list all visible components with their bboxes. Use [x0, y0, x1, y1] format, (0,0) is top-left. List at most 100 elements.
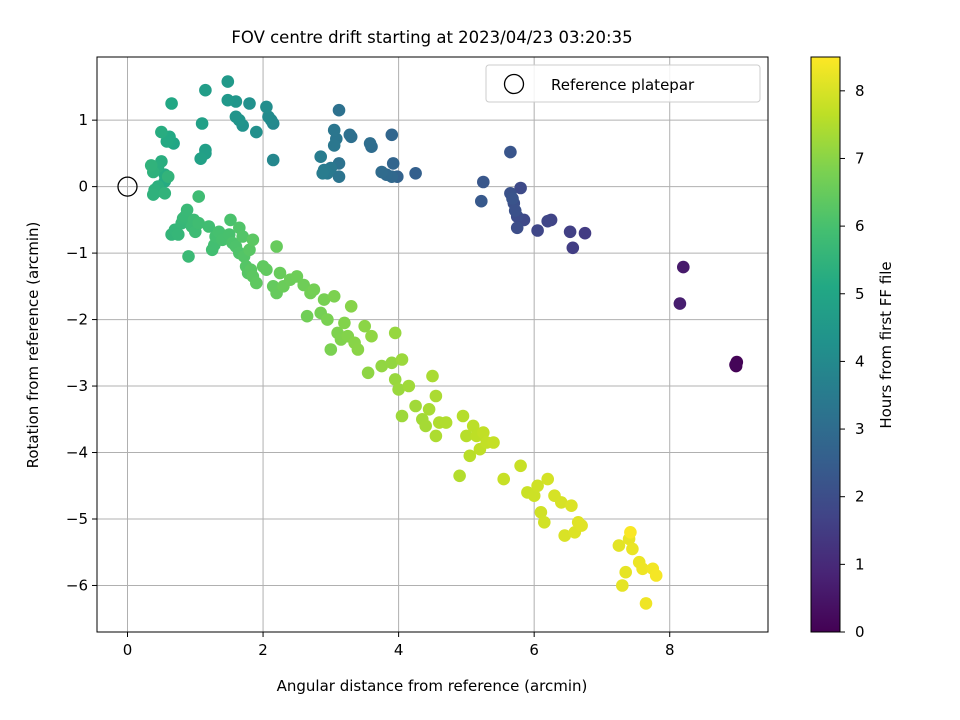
data-point [332, 170, 346, 183]
data-point [327, 139, 341, 152]
data-point [626, 542, 639, 556]
colorbar-tick-label: 1 [855, 555, 865, 573]
colorbar-tick-label: 3 [855, 420, 865, 438]
data-point [221, 93, 235, 107]
data-point [466, 419, 480, 433]
plot-frame [96, 56, 769, 633]
data-point [514, 459, 527, 473]
data-point [260, 100, 273, 114]
data-point [649, 569, 663, 582]
data-point [456, 409, 470, 423]
data-point [514, 181, 527, 195]
data-point [477, 426, 490, 439]
data-point [160, 135, 174, 148]
data-point [307, 283, 321, 297]
data-point [327, 290, 341, 303]
data-point [463, 449, 477, 463]
data-point [527, 489, 541, 503]
data-point [541, 472, 554, 486]
data-point [243, 97, 256, 110]
data-point [236, 230, 249, 243]
data-point [388, 373, 402, 386]
data-point [243, 243, 256, 257]
data-point [182, 250, 195, 263]
data-point [566, 241, 580, 255]
data-point [270, 240, 283, 253]
y-tick-label: −5 [66, 510, 88, 528]
colorbar-gradient [810, 56, 841, 633]
data-point [422, 403, 436, 416]
data-point [541, 214, 554, 228]
data-point [531, 479, 544, 493]
data-point [575, 519, 588, 532]
data-point [327, 123, 341, 137]
data-point [361, 366, 375, 380]
data-point [531, 224, 544, 237]
y-tick-label: −3 [66, 377, 88, 395]
colorbar-tick-label: 4 [855, 352, 865, 370]
data-point [616, 579, 629, 592]
data-point [273, 266, 287, 280]
legend-marker-icon [503, 73, 525, 95]
data-point [624, 526, 637, 539]
y-axis-label: Rotation from reference (arcmin) [24, 222, 42, 469]
x-tick-label: 4 [394, 641, 404, 659]
data-point [249, 125, 263, 139]
data-point [246, 233, 260, 247]
data-point [172, 228, 185, 241]
data-point [453, 469, 466, 483]
data-point [180, 203, 194, 217]
data-point [555, 496, 568, 509]
data-point [385, 356, 399, 370]
data-point [343, 128, 357, 142]
data-point [395, 353, 409, 366]
data-point [290, 270, 304, 283]
data-point [316, 167, 330, 180]
legend-label: Reference platepar [551, 76, 695, 94]
data-point [324, 343, 338, 356]
data-point [460, 429, 473, 443]
data-point [388, 326, 402, 340]
colorbar-tick-label: 0 [855, 623, 865, 641]
data-point [165, 97, 178, 110]
data-point [249, 276, 263, 290]
colorbar-tick-label: 6 [855, 217, 865, 235]
y-tick-label: −2 [66, 311, 88, 329]
colorbar-tick-label: 8 [855, 82, 865, 100]
y-tick-label: −6 [66, 576, 88, 594]
chart-title: FOV centre drift starting at 2023/04/23 … [231, 28, 632, 47]
colorbar-ticks: 0 1 2 3 4 5 6 7 8 [840, 82, 865, 641]
data-point [321, 313, 334, 326]
x-axis-ticks: 0 2 4 6 8 [123, 632, 674, 659]
data-point [358, 319, 372, 333]
legend[interactable]: Reference platepar [485, 64, 761, 103]
data-point [221, 75, 235, 88]
data-point [563, 225, 577, 239]
reference-platepar-marker [117, 176, 138, 197]
data-point [477, 175, 490, 189]
data-point [578, 226, 592, 240]
colorbar-tick-label: 7 [855, 149, 865, 167]
data-point [439, 416, 453, 429]
colorbar-tick-label: 2 [855, 488, 865, 506]
data-point [317, 293, 331, 306]
x-axis-label: Angular distance from reference (arcmin) [277, 677, 588, 695]
x-tick-label: 6 [529, 641, 539, 659]
data-point [619, 565, 632, 579]
y-tick-label: 1 [78, 111, 88, 129]
colorbar: 0 1 2 3 4 5 6 7 8 Hours from first FF file [810, 56, 895, 641]
data-point [385, 128, 399, 142]
colorbar-tick-label: 5 [855, 285, 865, 303]
data-point [636, 562, 649, 576]
data-point [612, 539, 626, 552]
y-tick-label: 0 [78, 178, 88, 196]
data-points [117, 75, 744, 610]
data-point [194, 152, 207, 165]
data-point [506, 192, 519, 205]
data-point [195, 117, 209, 130]
data-point [409, 167, 422, 180]
data-point [266, 153, 280, 167]
data-point [508, 204, 522, 217]
colorbar-label: Hours from first FF file [877, 261, 895, 428]
